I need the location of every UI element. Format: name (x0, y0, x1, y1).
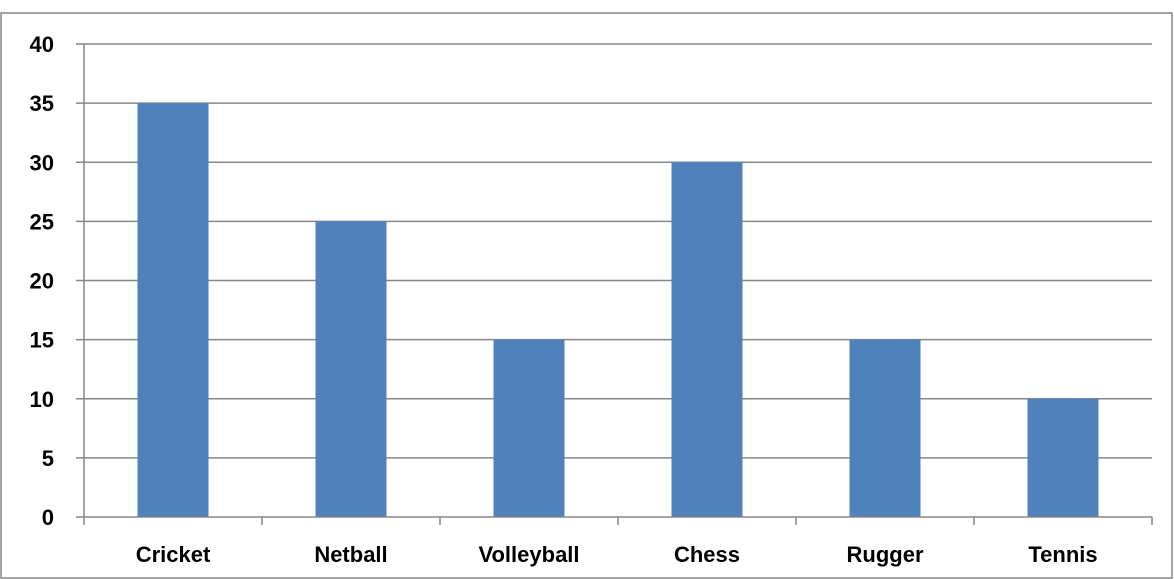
x-tick-label: Cricket (136, 542, 211, 567)
y-tick-label: 5 (42, 446, 54, 471)
y-tick-label: 35 (30, 91, 54, 116)
x-tick-label: Tennis (1028, 542, 1097, 567)
y-tick-label: 30 (30, 150, 54, 175)
x-tick-label: Volleyball (478, 542, 579, 567)
y-tick-label: 40 (30, 32, 54, 57)
bar-rugger (849, 339, 921, 517)
y-tick-label: 15 (30, 328, 54, 353)
bar-chess (671, 162, 743, 517)
bar-tennis (1027, 398, 1099, 517)
y-tick-label: 25 (30, 209, 54, 234)
bar-netball (315, 221, 387, 517)
bar-volleyball (493, 339, 565, 517)
bar-cricket (137, 103, 209, 517)
x-tick-label: Netball (314, 542, 387, 567)
gridlines (84, 43, 1152, 459)
axes (76, 43, 1153, 525)
y-tick-label: 20 (30, 269, 54, 294)
y-tick-label: 0 (42, 505, 54, 530)
x-tick-label: Rugger (847, 542, 924, 567)
y-tick-label: 10 (30, 387, 54, 412)
bars (137, 103, 1099, 517)
x-tick-label: Chess (674, 542, 740, 567)
axis-labels: 0 5 10 15 20 25 30 35 40 Cricket Netball Volleyball… (30, 32, 1098, 567)
